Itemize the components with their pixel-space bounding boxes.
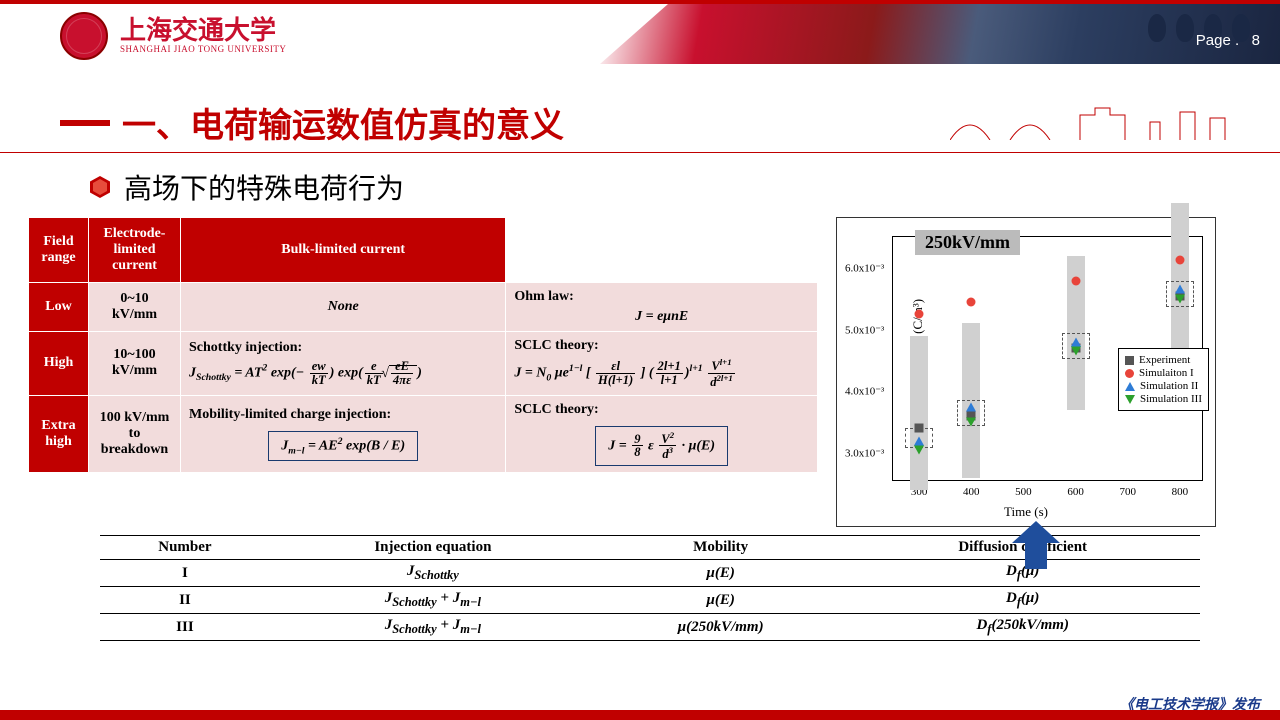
xtick: 500 bbox=[1015, 486, 1032, 498]
equation-cell: Ohm law:J = eμnE bbox=[506, 283, 818, 332]
university-name-en: SHANGHAI JIAO TONG UNIVERSITY bbox=[120, 44, 286, 54]
header-decor bbox=[600, 4, 1280, 64]
equation-cell: SCLC theory:J = 98 ε V2d3 · μ(E) bbox=[506, 395, 818, 473]
charge-density-chart: 250kV/mm Mean charge density (C/m³) Time… bbox=[836, 217, 1216, 527]
subtitle-row: 高场下的特殊电荷行为 bbox=[90, 167, 1280, 207]
legend-item: Simulaiton I bbox=[1125, 367, 1202, 379]
subtitle-text: 高场下的特殊电荷行为 bbox=[124, 167, 404, 207]
legend-item: Simulation II bbox=[1125, 380, 1202, 392]
t2-cell: Df(250kV/mm) bbox=[845, 614, 1200, 641]
row-label: Low bbox=[29, 283, 89, 332]
error-bar bbox=[910, 336, 928, 490]
ytick: 4.0x10⁻³ bbox=[845, 385, 884, 398]
t1-header: Field range bbox=[29, 218, 89, 283]
t2-cell: III bbox=[100, 614, 270, 641]
data-point bbox=[1175, 294, 1185, 303]
t2-cell: II bbox=[100, 587, 270, 614]
data-point bbox=[1071, 277, 1080, 286]
data-point bbox=[914, 446, 924, 455]
xtick: 700 bbox=[1120, 486, 1137, 498]
legend-item: Experiment bbox=[1125, 354, 1202, 366]
section-title: 一、电荷输运数值仿真的意义 bbox=[122, 108, 564, 145]
chart-overlay-label: 250kV/mm bbox=[915, 230, 1020, 255]
header-banner: 上海交通大学 SHANGHAI JIAO TONG UNIVERSITY Pag… bbox=[0, 0, 1280, 70]
t1-header: Electrode-limited current bbox=[89, 218, 181, 283]
field-range: 0~10 kV/mm bbox=[89, 283, 181, 332]
data-point bbox=[915, 310, 924, 319]
university-name-cn: 上海交通大学 bbox=[120, 18, 286, 44]
page-label: Page . bbox=[1196, 32, 1239, 49]
simulation-table-wrap: NumberInjection equationMobilityDiffusio… bbox=[0, 527, 1280, 641]
data-point bbox=[915, 424, 924, 433]
t2-header: Mobility bbox=[596, 536, 846, 560]
chart-xlabel: Time (s) bbox=[1004, 504, 1048, 520]
t2-cell: Df(μ) bbox=[845, 587, 1200, 614]
page-number: Page . 8 bbox=[1196, 32, 1260, 49]
t2-cell: μ(E) bbox=[596, 560, 846, 587]
equation-cell: None bbox=[181, 283, 506, 332]
data-point bbox=[1175, 285, 1185, 294]
t2-cell: μ(E) bbox=[596, 587, 846, 614]
field-range: 10~100 kV/mm bbox=[89, 332, 181, 396]
ytick: 3.0x10⁻³ bbox=[845, 447, 884, 460]
legend-item: Simulation III bbox=[1125, 393, 1202, 405]
data-point bbox=[1175, 256, 1184, 265]
page-num-value: 8 bbox=[1252, 32, 1260, 49]
data-point bbox=[914, 436, 924, 445]
chart-legend: ExperimentSimulaiton ISimulation IISimul… bbox=[1118, 348, 1209, 411]
data-point bbox=[966, 402, 976, 411]
arrow-up-icon bbox=[1012, 521, 1060, 569]
university-seal-icon bbox=[60, 12, 108, 60]
data-point bbox=[1071, 347, 1081, 356]
t2-cell: I bbox=[100, 560, 270, 587]
t1-header: Bulk-limited current bbox=[181, 218, 506, 283]
title-dash-icon bbox=[60, 120, 110, 126]
main-content: Field rangeElectrode-limited currentBulk… bbox=[0, 217, 1280, 527]
t2-header: Injection equation bbox=[270, 536, 596, 560]
xtick: 600 bbox=[1067, 486, 1084, 498]
t2-cell: JSchottky + Jm−l bbox=[270, 614, 596, 641]
section-title-row: 一、电荷输运数值仿真的意义 bbox=[60, 98, 1280, 147]
hex-bullet-icon bbox=[90, 176, 110, 198]
t2-cell: μ(250kV/mm) bbox=[596, 614, 846, 641]
t2-header: Number bbox=[100, 536, 270, 560]
field-range: 100 kV/mm to breakdown bbox=[89, 395, 181, 473]
xtick: 400 bbox=[963, 486, 980, 498]
ytick: 6.0x10⁻³ bbox=[845, 261, 884, 274]
ytick: 5.0x10⁻³ bbox=[845, 323, 884, 336]
data-point bbox=[966, 418, 976, 427]
current-regime-table: Field rangeElectrode-limited currentBulk… bbox=[28, 217, 818, 473]
data-point bbox=[967, 297, 976, 306]
xtick: 800 bbox=[1172, 486, 1189, 498]
chart-container: 250kV/mm Mean charge density (C/m³) Time… bbox=[836, 217, 1236, 527]
equation-cell: Mobility-limited charge injection:Jm−l =… bbox=[181, 395, 506, 473]
logo-area: 上海交通大学 SHANGHAI JIAO TONG UNIVERSITY bbox=[60, 12, 286, 60]
row-label: High bbox=[29, 332, 89, 396]
t2-cell: JSchottky + Jm−l bbox=[270, 587, 596, 614]
footer-bar bbox=[0, 710, 1280, 720]
equation-cell: Schottky injection:JSchottky = AT2 exp(−… bbox=[181, 332, 506, 396]
data-point bbox=[1071, 337, 1081, 346]
equation-cell: SCLC theory:J = N0 μe1−l [ εlH(l+1) ] (2… bbox=[506, 332, 818, 396]
row-label: Extra high bbox=[29, 395, 89, 473]
t2-cell: JSchottky bbox=[270, 560, 596, 587]
